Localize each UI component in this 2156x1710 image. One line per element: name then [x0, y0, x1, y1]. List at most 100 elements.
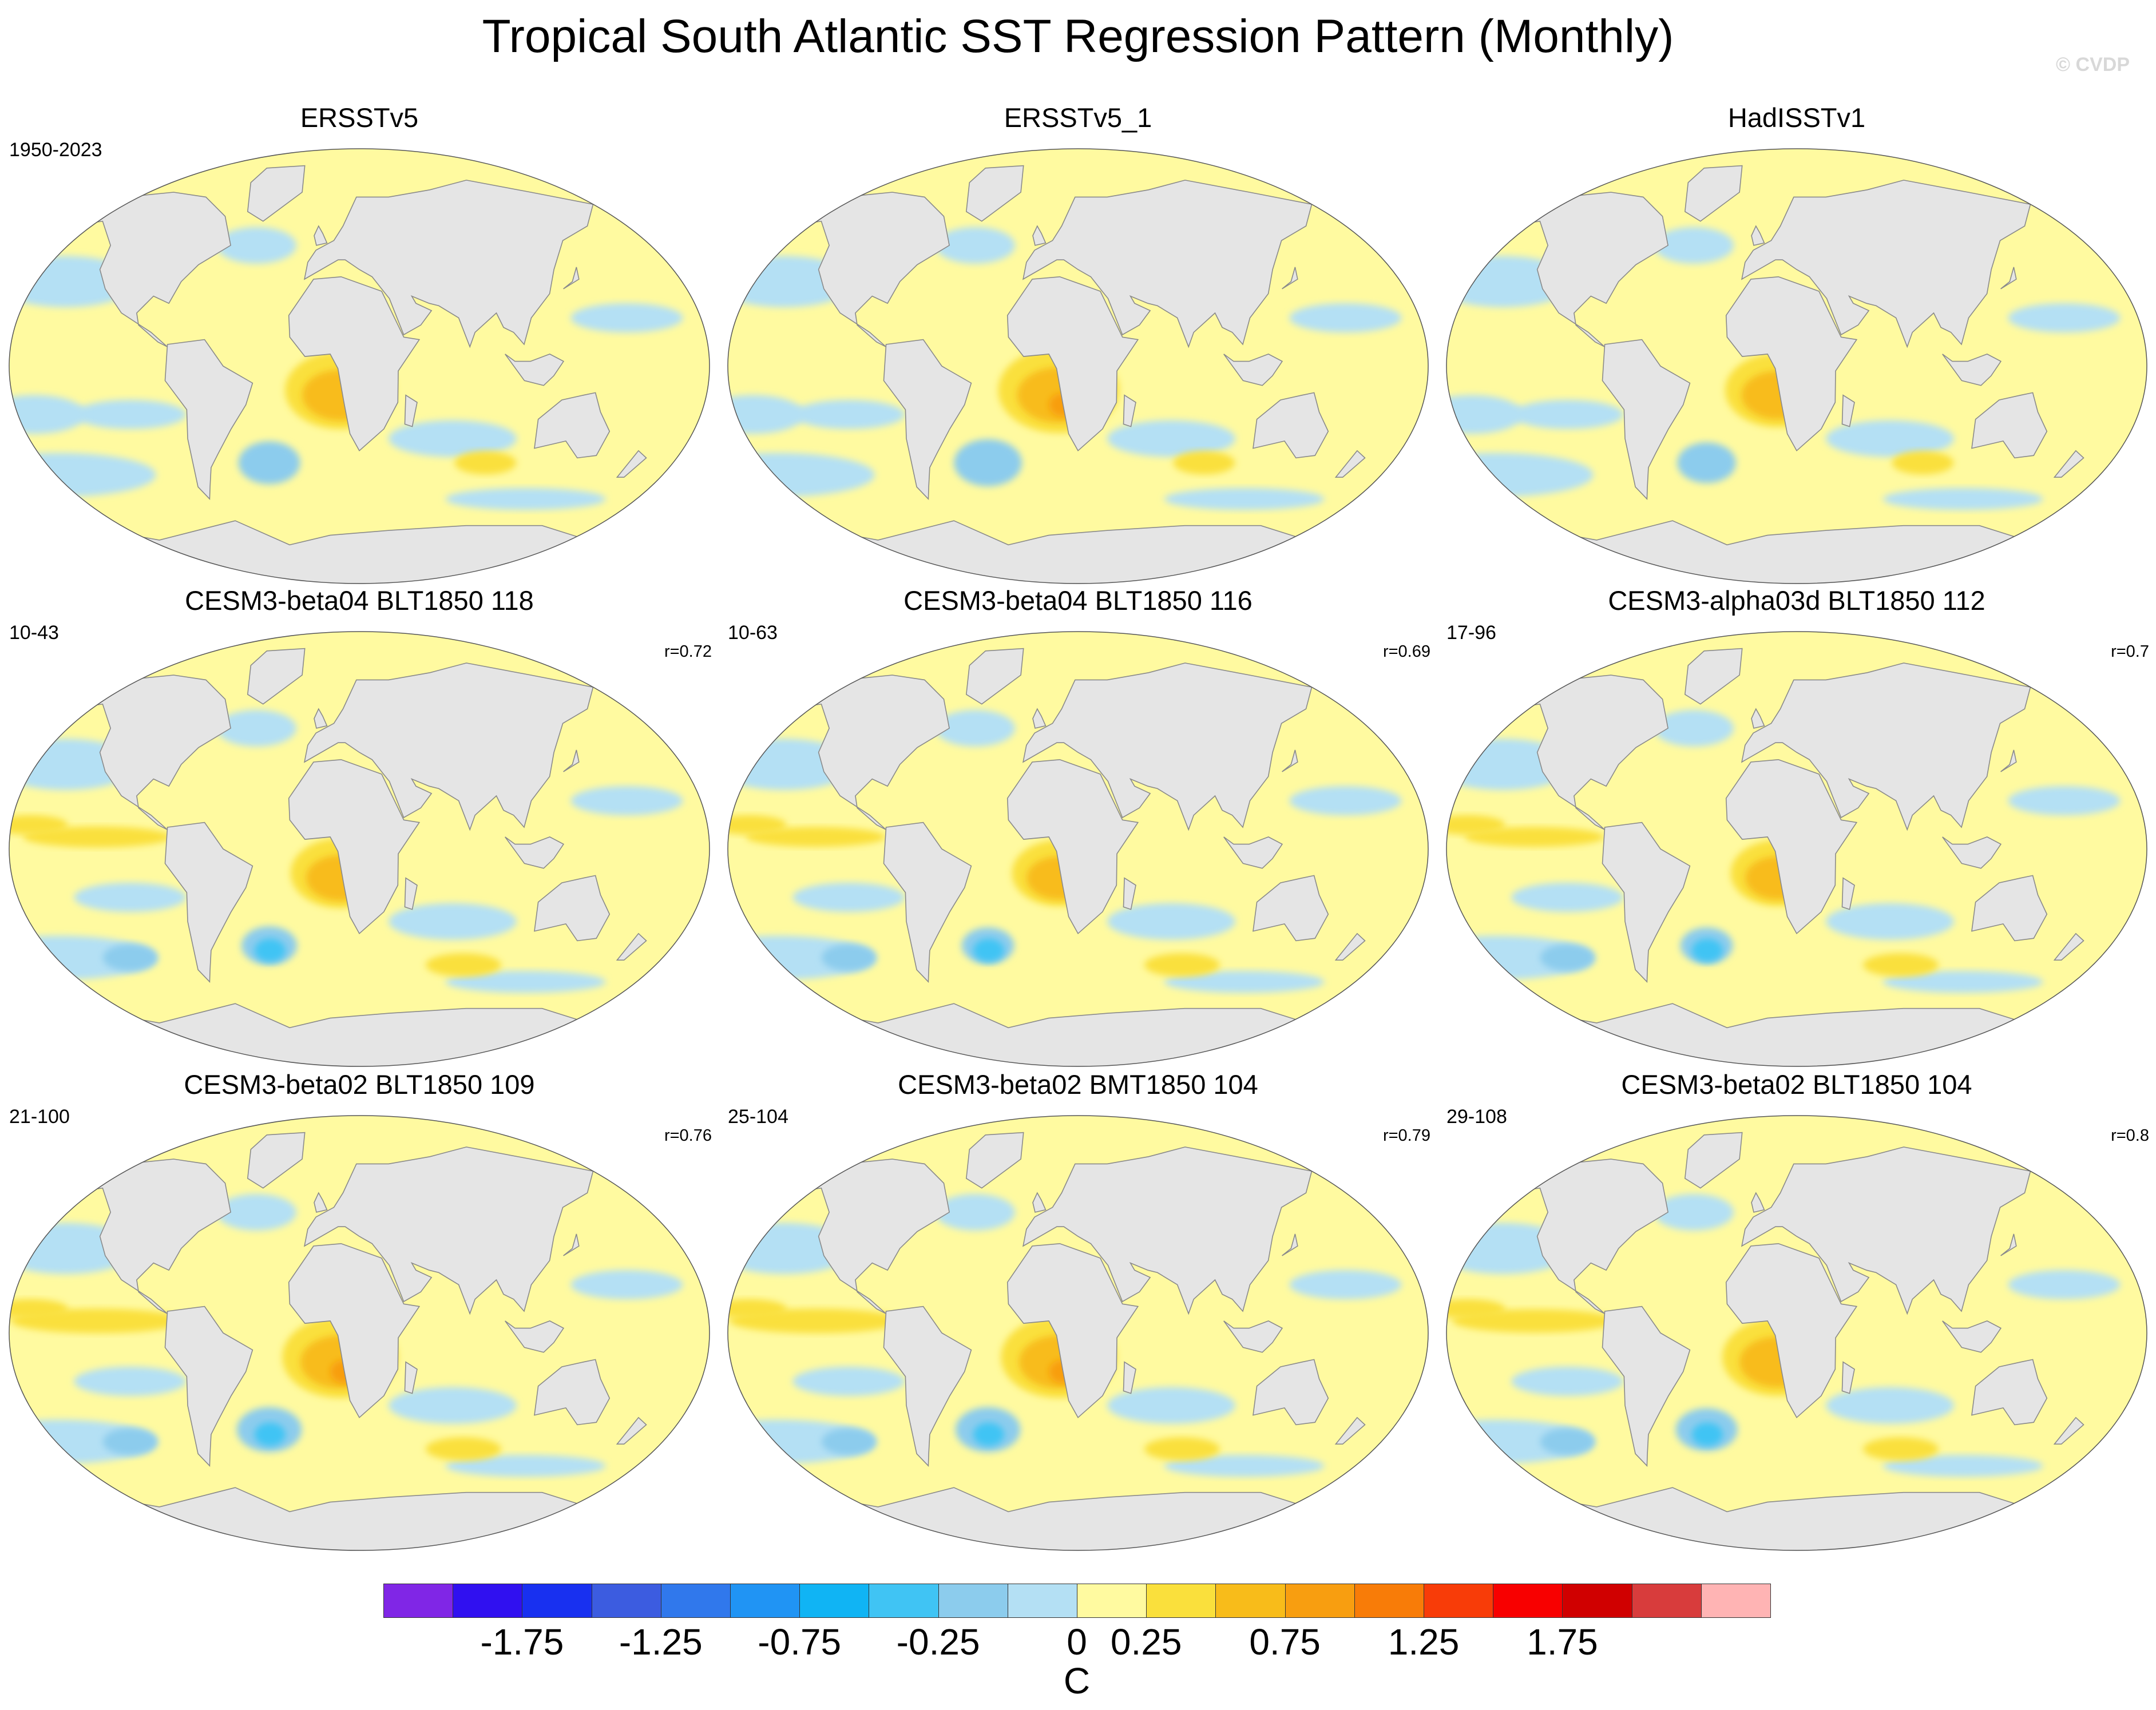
southern-indian-warm	[425, 953, 501, 977]
south-pacific-cold	[1540, 944, 1595, 971]
colorbar-tick-label: -0.75	[758, 1621, 842, 1663]
australia-land	[1971, 1359, 2048, 1426]
madagascar-land	[1123, 1361, 1136, 1394]
cool-anomaly-band	[74, 399, 187, 430]
south-america-land	[1602, 1306, 1691, 1467]
southern-indian-warm	[1144, 1437, 1220, 1461]
cool-anomaly-band	[1107, 903, 1236, 940]
colorbar-tick-label: 0.25	[1110, 1621, 1182, 1663]
colorbar-swatch	[453, 1584, 523, 1618]
central-pacific-warm-band	[728, 815, 787, 835]
east-pacific-warm-band	[22, 826, 172, 848]
colorbar-swatch	[799, 1584, 870, 1618]
japan-land	[563, 749, 580, 772]
colorbar-swatch	[660, 1584, 731, 1618]
panel-correlation: r=0.79	[1382, 1126, 1430, 1145]
colorbar-swatch	[1285, 1584, 1355, 1618]
central-pacific-warm-band	[728, 1299, 787, 1319]
east-pacific-warm-band	[746, 827, 886, 847]
greenland-land	[247, 648, 306, 705]
cool-anomaly-band	[1826, 420, 1955, 457]
south-pacific-cool	[728, 395, 805, 434]
cool-anomaly-band	[1289, 1269, 1402, 1300]
map-panel: ERSSTv5_1	[719, 101, 1437, 593]
cool-anomaly-band	[216, 709, 297, 747]
colorbar-swatch	[1077, 1584, 1147, 1618]
cool-anomaly-band	[1511, 1366, 1624, 1396]
cool-anomaly-band	[935, 227, 1016, 264]
greenland-land	[1684, 648, 1743, 705]
map-outline	[9, 1115, 710, 1551]
india-sea-islands-land	[1942, 1320, 2002, 1353]
world-map	[727, 1115, 1429, 1551]
panel-title: HadISSTv1	[1727, 102, 1866, 133]
eurasia-land	[1741, 662, 2031, 831]
panel-correlation: r=0.76	[664, 1126, 712, 1145]
new-zealand-land	[1334, 450, 1366, 478]
cool-anomaly-band	[1882, 488, 2043, 510]
map-content	[9, 1116, 710, 1550]
cool-anomaly-band	[389, 903, 517, 940]
madagascar-land	[404, 877, 418, 910]
new-zealand-land	[1334, 1417, 1366, 1445]
uk-land	[1032, 1192, 1047, 1213]
panel-years: 17-96	[1446, 622, 1496, 644]
map-content	[9, 149, 710, 584]
map-outline	[727, 631, 1429, 1067]
japan-land	[563, 1233, 580, 1256]
uk-land	[1751, 225, 1765, 246]
cool-anomaly-band	[74, 1366, 187, 1396]
eurasia-land	[303, 662, 594, 831]
panel-years: 10-43	[9, 622, 59, 644]
new-zealand-land	[1334, 933, 1366, 961]
cool-anomaly-band	[2008, 785, 2121, 816]
africa-land	[288, 1243, 421, 1419]
colorbar-units: C	[1063, 1660, 1091, 1701]
central-pacific-warm-band	[1446, 815, 1505, 835]
eurasia-land	[1741, 1146, 2031, 1315]
cool-anomaly-band	[1289, 785, 1402, 816]
south-atlantic-cold-peak	[1691, 938, 1723, 962]
colorbar-tick-label: 1.25	[1388, 1621, 1460, 1663]
new-zealand-land	[2053, 933, 2084, 961]
map-panel: CESM3-beta02 BLT1850 109 21-100 r=0.76	[0, 1068, 719, 1560]
africa-land	[288, 276, 421, 452]
cool-anomaly-band	[445, 1455, 606, 1477]
cool-anomaly-band	[1826, 903, 1955, 940]
eurasia-land	[1022, 1146, 1313, 1315]
south-america-land	[1602, 339, 1691, 501]
south-pacific-cold	[102, 1428, 158, 1455]
cool-anomaly-band	[1107, 420, 1236, 457]
indian-warm-patch	[1173, 451, 1235, 475]
panel-years: 29-108	[1446, 1106, 1507, 1128]
indian-warm-patch	[454, 451, 517, 475]
cool-anomaly-band	[389, 1387, 517, 1424]
colorbar-tick-label: -1.25	[619, 1621, 703, 1663]
cool-anomaly-band	[1882, 971, 2043, 993]
colorbar-tick-label: -1.75	[480, 1621, 564, 1663]
colorbar-swatch	[1562, 1584, 1632, 1618]
cool-anomaly-band	[1164, 488, 1325, 510]
map-content	[1446, 1116, 2147, 1550]
world-map	[1446, 148, 2147, 584]
south-atlantic-cold-core	[1677, 442, 1736, 483]
japan-land	[2000, 749, 2017, 772]
map-outline	[1446, 148, 2147, 584]
cool-anomaly-band	[570, 785, 683, 816]
africa-land	[1006, 276, 1139, 452]
cool-anomaly-band	[792, 399, 905, 430]
cool-anomaly-band	[74, 882, 187, 912]
eurasia-land	[303, 180, 594, 348]
map-outline	[9, 148, 710, 584]
colorbar-tick-label: 0	[1067, 1621, 1087, 1663]
colorbar-swatch	[1007, 1584, 1077, 1618]
south-atlantic-cold-core	[238, 441, 300, 485]
south-america-land	[883, 339, 972, 501]
madagascar-land	[1841, 394, 1855, 427]
india-sea-islands-land	[1223, 354, 1283, 386]
map-outline	[727, 1115, 1429, 1551]
north-america-land	[65, 675, 231, 830]
japan-land	[2000, 1233, 2017, 1256]
panel-correlation: r=0.69	[1382, 642, 1430, 661]
colorbar-swatch	[1701, 1584, 1771, 1618]
